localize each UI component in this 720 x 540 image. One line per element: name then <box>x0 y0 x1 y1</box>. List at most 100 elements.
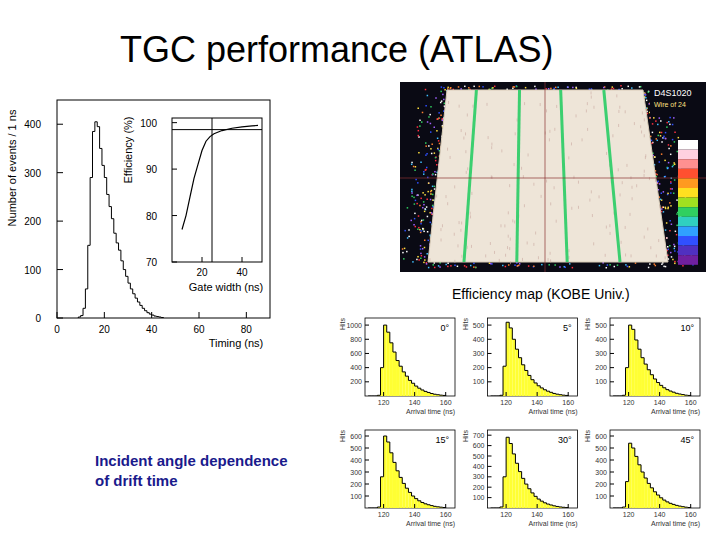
histogram-step <box>672 503 675 504</box>
x-tick <box>57 312 58 318</box>
noise-dot <box>646 107 648 109</box>
histogram-bar <box>491 396 494 397</box>
noise-dot <box>464 86 466 88</box>
texture-dot <box>527 241 528 244</box>
x-tick-label: 120 <box>623 511 635 518</box>
x-tick <box>445 392 446 396</box>
texture-dot <box>642 111 643 114</box>
noise-dot <box>554 264 556 266</box>
noise-dot <box>430 123 432 125</box>
x-tick <box>383 504 384 508</box>
noise-dot <box>475 267 477 269</box>
histogram-step <box>494 396 497 397</box>
texture-dot <box>470 212 471 215</box>
histogram-step <box>663 385 666 387</box>
y-tick <box>57 172 63 173</box>
x-tick-label: 120 <box>500 399 512 406</box>
noise-dot <box>548 264 550 266</box>
texture-dot <box>618 168 619 171</box>
noise-dot <box>661 153 663 155</box>
noise-dot <box>428 182 430 184</box>
texture-dot <box>626 164 627 167</box>
noise-dot <box>649 117 651 119</box>
texture-dot <box>618 124 619 127</box>
noise-dot <box>621 88 623 90</box>
noise-dot <box>666 167 668 169</box>
noise-dot <box>652 142 654 144</box>
noise-dot <box>662 207 664 209</box>
histogram-step <box>503 366 506 395</box>
histogram-step <box>161 317 163 318</box>
noise-dot <box>666 222 668 224</box>
histogram-step <box>515 454 518 463</box>
noise-dot <box>518 265 520 267</box>
texture-dot <box>445 195 446 198</box>
texture-dot <box>504 224 505 227</box>
noise-dot <box>475 267 477 269</box>
texture-dot <box>528 153 529 156</box>
noise-dot <box>663 191 665 193</box>
noise-dot <box>439 143 441 145</box>
noise-dot <box>422 228 424 230</box>
x-tick-label: 160 <box>685 399 697 406</box>
noise-dot <box>404 230 406 232</box>
noise-dot <box>653 117 655 119</box>
texture-dot <box>568 256 569 259</box>
histogram-step <box>418 499 421 501</box>
histogram-step <box>123 261 125 270</box>
texture-dot <box>524 102 525 105</box>
color-bar-step <box>678 188 698 198</box>
x-tick-label: 80 <box>241 324 253 335</box>
noise-dot <box>661 192 663 194</box>
histogram-bar <box>503 477 506 508</box>
texture-dot <box>447 202 448 205</box>
noise-dot <box>654 156 656 158</box>
noise-dot <box>432 173 434 175</box>
noise-dot <box>407 207 409 209</box>
x-tick <box>659 392 660 396</box>
histogram-step <box>128 276 130 283</box>
x-tick <box>414 392 415 396</box>
noise-dot <box>665 266 667 268</box>
texture-dot <box>636 184 637 187</box>
angle-caption: Incident angle dependence <box>95 452 288 469</box>
noise-dot <box>424 208 426 210</box>
texture-dot <box>591 91 592 94</box>
histogram-step <box>509 322 512 328</box>
histogram-step <box>402 366 405 372</box>
noise-dot <box>674 261 676 263</box>
noise-dot <box>424 194 426 196</box>
texture-dot <box>501 149 502 152</box>
histogram-step <box>145 308 147 310</box>
x-axis-label: Arrival time (ns) <box>406 520 455 528</box>
texture-dot <box>538 256 539 259</box>
plot-area <box>491 322 569 396</box>
noise-dot <box>418 136 420 138</box>
histogram-step <box>137 298 139 302</box>
y-tick-label: 200 <box>473 364 485 371</box>
texture-dot <box>459 221 460 224</box>
histogram-step <box>528 370 531 375</box>
color-bar-step <box>678 159 698 169</box>
x-axis-label: Timing (ns) <box>209 337 264 349</box>
noise-dot <box>421 121 423 123</box>
texture-dot <box>461 129 462 132</box>
histogram-step <box>638 340 641 349</box>
noise-dot <box>550 88 552 90</box>
noise-dot <box>502 265 504 267</box>
texture-dot <box>508 211 509 214</box>
histogram-step <box>657 492 660 495</box>
noise-dot <box>450 87 452 89</box>
noise-dot <box>424 256 426 258</box>
noise-dot <box>607 264 609 266</box>
y-tick <box>488 367 492 368</box>
noise-dot <box>677 151 679 153</box>
noise-dot <box>430 148 432 150</box>
noise-dot <box>625 264 627 266</box>
noise-dot <box>407 237 409 239</box>
noise-dot <box>674 141 676 143</box>
histogram-bar <box>632 448 635 508</box>
histogram-step <box>412 380 415 383</box>
texture-dot <box>454 233 455 236</box>
noise-dot <box>414 218 416 220</box>
